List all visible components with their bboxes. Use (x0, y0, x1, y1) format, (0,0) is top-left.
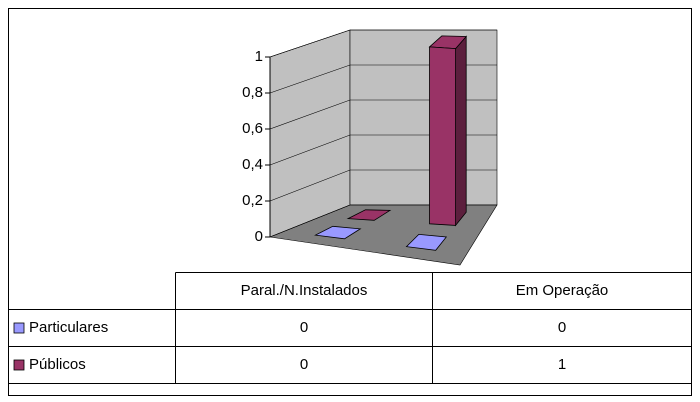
table-cell: 0 (558, 319, 566, 336)
back-wall (349, 29, 498, 206)
legend-label: Particulares (29, 319, 108, 336)
legend-label: Públicos (29, 356, 86, 373)
bar (429, 46, 457, 226)
y-tick-label: 0,8 (242, 84, 263, 101)
table-cell: 0 (300, 356, 308, 373)
y-tick-label: 0,6 (242, 120, 263, 137)
table-header: Paral./N.Instalados (241, 282, 368, 299)
table-cell: 0 (300, 319, 308, 336)
bar (314, 225, 362, 240)
table-header: Em Operação (516, 282, 609, 299)
bar (346, 209, 392, 221)
side-wall (269, 29, 351, 238)
bar-side (455, 35, 467, 227)
y-tick-label: 0,4 (242, 156, 263, 173)
table-cell: 1 (558, 356, 566, 373)
y-tick-label: 1 (255, 48, 263, 65)
grid-line (269, 29, 497, 58)
bar (405, 233, 448, 251)
y-tick-label: 0,2 (242, 192, 263, 209)
legend-swatch (13, 359, 25, 371)
y-tick-label: 0 (255, 228, 263, 245)
legend-swatch (13, 322, 25, 334)
